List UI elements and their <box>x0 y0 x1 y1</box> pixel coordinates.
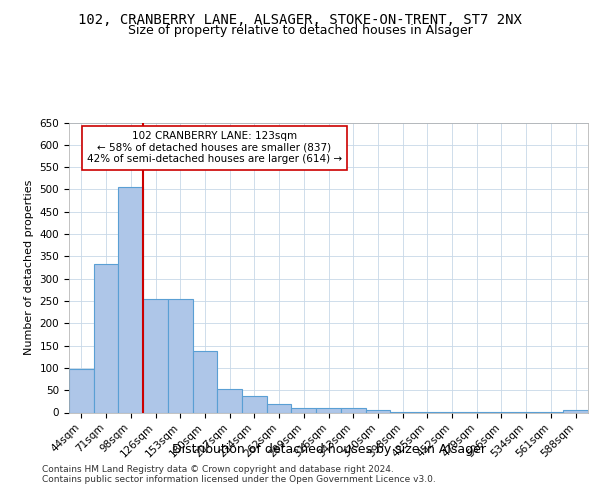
Text: 102 CRANBERRY LANE: 123sqm
← 58% of detached houses are smaller (837)
42% of sem: 102 CRANBERRY LANE: 123sqm ← 58% of deta… <box>87 131 342 164</box>
Bar <box>365 410 390 412</box>
Bar <box>563 410 588 412</box>
Text: Size of property relative to detached houses in Alsager: Size of property relative to detached ho… <box>128 24 472 37</box>
Bar <box>267 404 292 412</box>
Bar <box>118 187 143 412</box>
Text: Distribution of detached houses by size in Alsager: Distribution of detached houses by size … <box>172 442 486 456</box>
Y-axis label: Number of detached properties: Number of detached properties <box>24 180 34 355</box>
Bar <box>193 351 217 412</box>
Bar <box>143 298 168 412</box>
Bar <box>217 390 242 412</box>
Bar <box>94 264 118 412</box>
Bar <box>292 408 316 412</box>
Text: 102, CRANBERRY LANE, ALSAGER, STOKE-ON-TRENT, ST7 2NX: 102, CRANBERRY LANE, ALSAGER, STOKE-ON-T… <box>78 12 522 26</box>
Bar <box>69 369 94 412</box>
Bar <box>168 298 193 412</box>
Bar <box>341 408 365 412</box>
Text: Contains HM Land Registry data © Crown copyright and database right 2024.
Contai: Contains HM Land Registry data © Crown c… <box>42 465 436 484</box>
Bar <box>242 396 267 412</box>
Bar <box>316 408 341 412</box>
